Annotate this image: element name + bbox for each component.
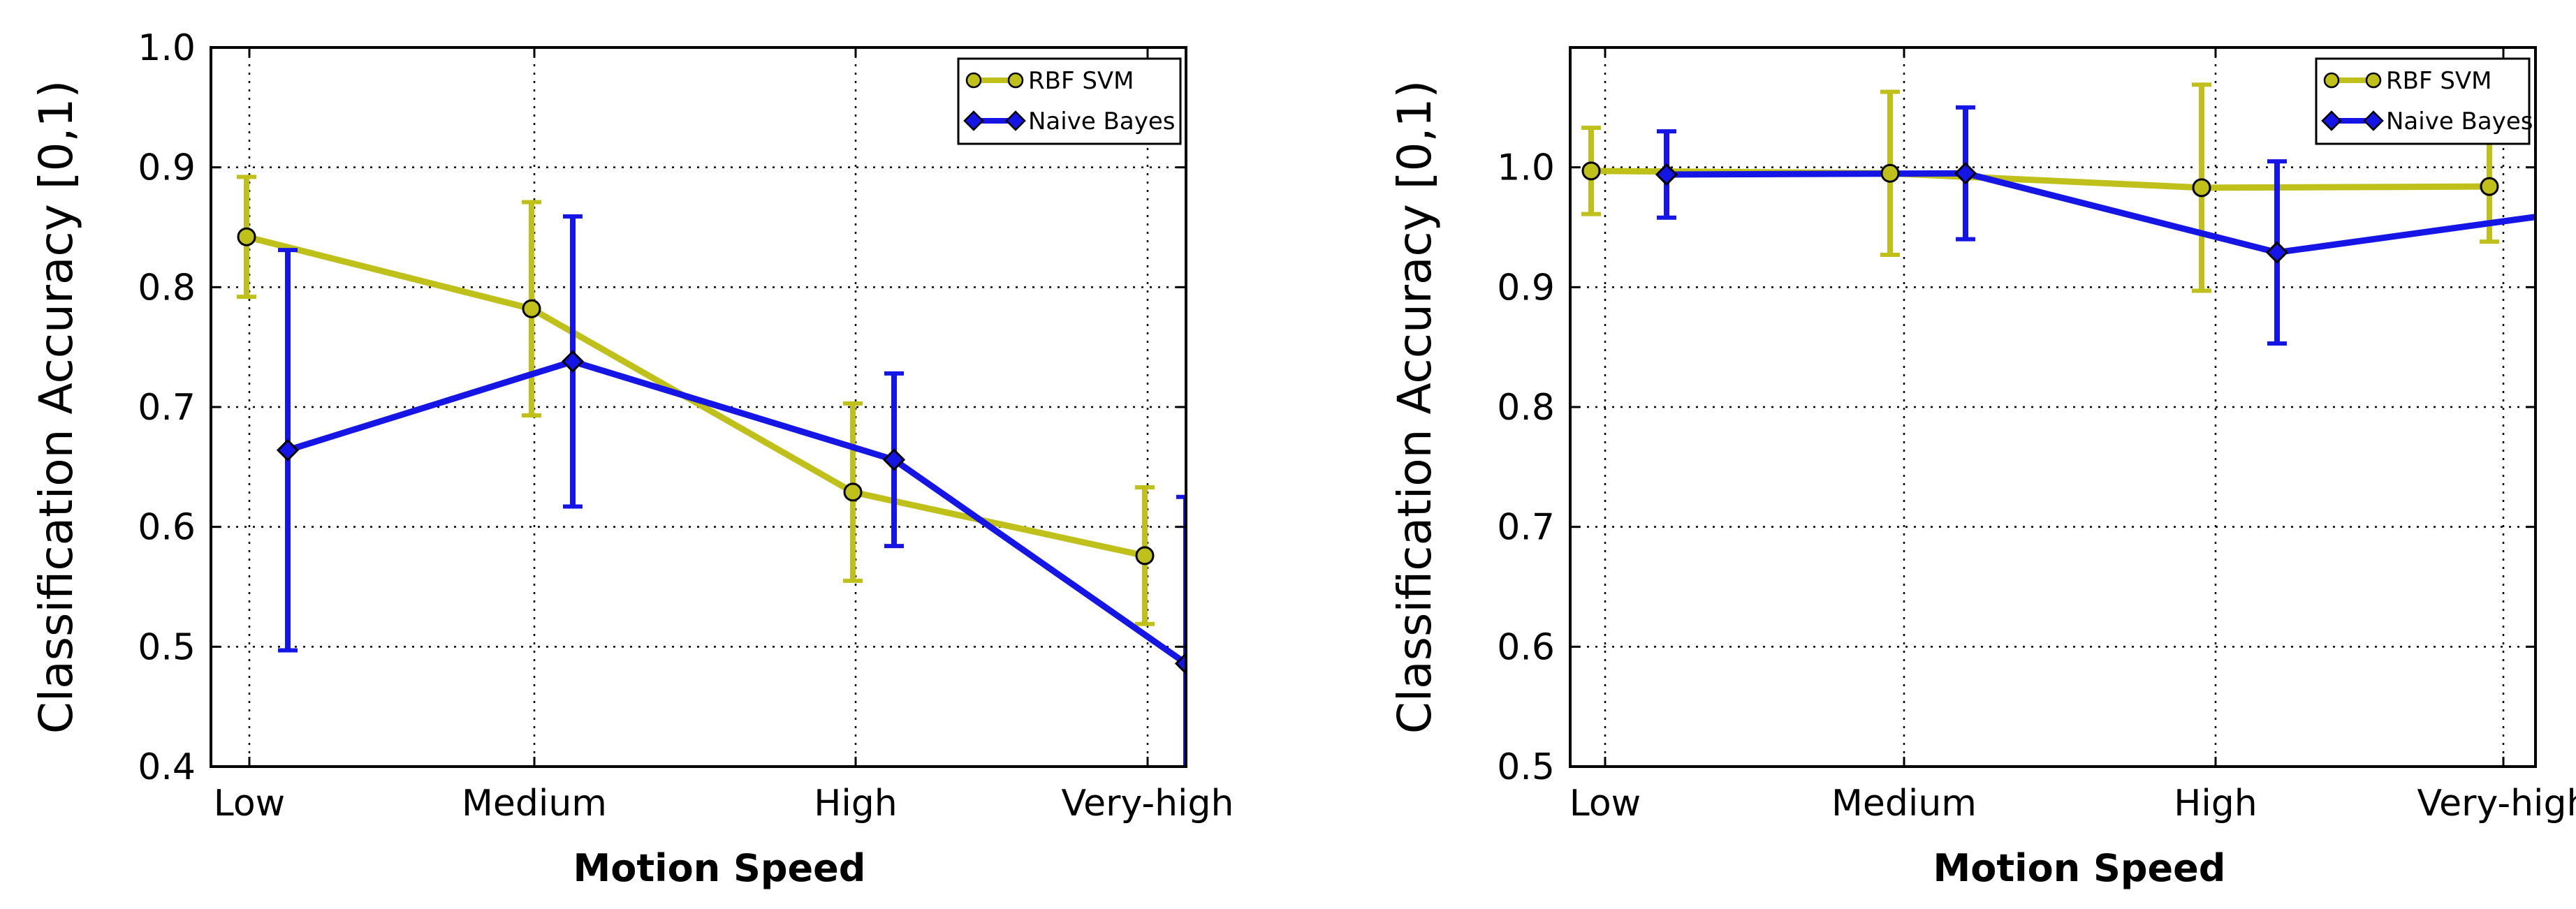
y-tick-label: 0.8 <box>1497 387 1555 429</box>
x-tick-label-low: Low <box>1569 783 1641 825</box>
legend-marker-1 <box>2321 110 2342 131</box>
legend: RBF SVM Naive Bayes <box>2315 57 2533 145</box>
data-point-0 <box>1880 163 1900 183</box>
data-point-0 <box>522 299 541 318</box>
y-tick-label: 0.8 <box>138 267 196 309</box>
x-tick-label-high: High <box>814 783 898 825</box>
y-axis: 0.5 0.6 0.7 0.8 0.9 1.0 <box>1497 147 2535 788</box>
x-tick-label-medium: Medium <box>462 783 607 825</box>
x-axis-title: Motion Speed <box>1933 846 2226 890</box>
plot-frame <box>1569 46 2537 768</box>
data-point-0 <box>2480 177 2499 196</box>
grid-lines <box>1570 47 2535 768</box>
plot-area <box>1581 82 2575 346</box>
plot-area <box>237 175 1186 767</box>
y-tick-label: 0.5 <box>1497 746 1555 788</box>
legend-marker-1 <box>963 110 984 131</box>
y-tick-label: 1.0 <box>138 27 196 69</box>
y-tick-label: 0.6 <box>1497 626 1555 668</box>
y-tick-label: 0.7 <box>1497 507 1555 549</box>
data-point-0 <box>2192 178 2211 198</box>
y-tick-label: 0.5 <box>138 626 196 668</box>
data-point-1 <box>1954 162 1977 185</box>
y-tick-label: 0.4 <box>138 746 196 788</box>
data-point-1 <box>1655 163 1678 186</box>
legend-box <box>2315 57 2531 145</box>
series-line-1 <box>286 358 1186 667</box>
data-point-1 <box>882 448 906 471</box>
y-axis: 0.4 0.5 0.6 0.7 0.8 0.9 1.0 <box>138 27 1186 788</box>
series-line-1 <box>1666 170 2535 256</box>
legend: RBF SVM Naive Bayes <box>957 57 1182 145</box>
legend-label-1: Naive Bayes <box>1028 108 1175 135</box>
x-axis: Low Medium High Very-high <box>214 47 1234 825</box>
legend-marker-0 <box>2323 72 2340 89</box>
legend-label-0: RBF SVM <box>2386 67 2492 95</box>
x-tick-label-very-high: Very-high <box>2417 783 2576 825</box>
chart-panel-1: 0.4 0.5 0.6 0.7 0.8 0.9 1.0 Low Medium High Very-h… <box>29 27 1234 890</box>
data-point-0 <box>1581 161 1601 181</box>
y-tick-label: 0.7 <box>138 387 196 429</box>
y-tick-label: 0.9 <box>1497 267 1555 309</box>
x-tick-label-low: Low <box>214 783 285 825</box>
legend-label-1: Naive Bayes <box>2386 108 2533 135</box>
legend-marker-0 <box>965 72 982 89</box>
x-tick-label-medium: Medium <box>1831 783 1977 825</box>
legend-label-0: RBF SVM <box>1028 67 1134 95</box>
legend-marker-1 <box>2363 110 2384 131</box>
x-axis: Low Medium High Very-high <box>1569 47 2576 825</box>
data-point-0 <box>1135 546 1155 566</box>
y-tick-label: 0.9 <box>138 147 196 189</box>
data-point-1 <box>561 350 585 373</box>
data-point-0 <box>843 482 863 502</box>
legend-marker-0 <box>1007 72 1024 89</box>
legend-marker-1 <box>1005 110 1026 131</box>
data-point-1 <box>2265 241 2289 264</box>
y-axis-title: Classification Accuracy [0,1) <box>29 80 83 734</box>
y-axis-title: Classification Accuracy [0,1) <box>1388 80 1442 734</box>
x-tick-label-very-high: Very-high <box>1062 783 1234 825</box>
data-point-1 <box>2555 203 2575 223</box>
y-tick-label: 1.0 <box>1497 147 1555 189</box>
y-tick-label: 0.6 <box>138 507 196 549</box>
data-point-0 <box>237 227 256 246</box>
legend-marker-0 <box>2365 72 2382 89</box>
x-tick-label-high: High <box>2174 783 2257 825</box>
legend-box <box>957 57 1182 145</box>
chart-panel-2: 0.5 0.6 0.7 0.8 0.9 1.0 Low Medium High Very-high… <box>1388 46 2576 890</box>
data-point-1 <box>1174 652 1186 675</box>
data-point-1 <box>276 438 300 461</box>
x-axis-title: Motion Speed <box>573 846 866 890</box>
